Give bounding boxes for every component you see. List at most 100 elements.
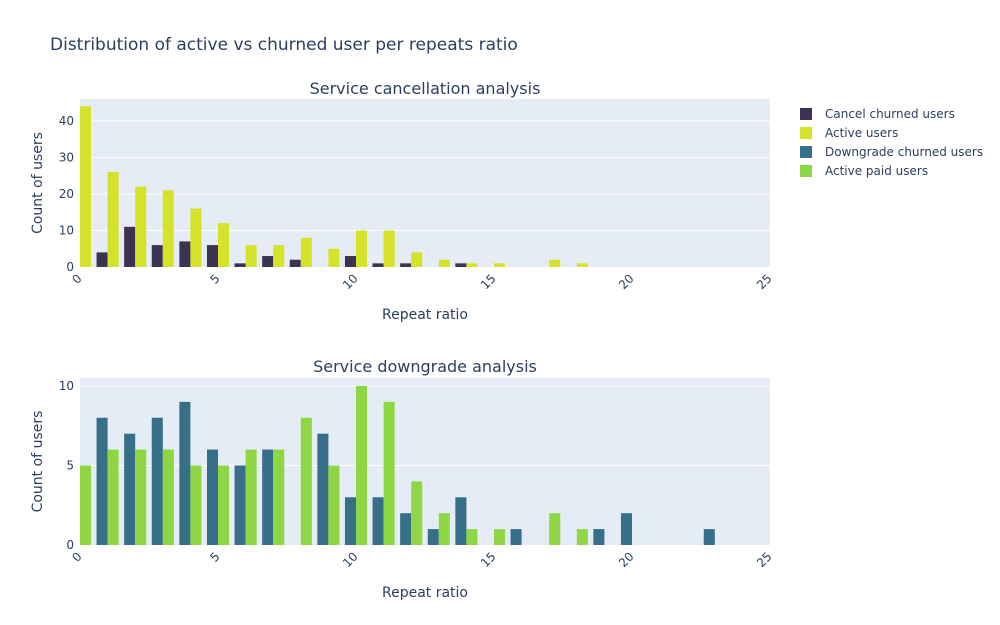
x-tick-label: 25 <box>754 271 775 292</box>
bar[interactable] <box>576 529 588 545</box>
x-tick-label: 20 <box>616 549 637 570</box>
bar[interactable] <box>206 245 218 267</box>
series-downgrade-churned-users <box>96 401 715 545</box>
bar[interactable] <box>135 449 147 545</box>
bar[interactable] <box>328 465 340 545</box>
bar[interactable] <box>234 465 246 545</box>
bar[interactable] <box>300 417 312 545</box>
bar[interactable] <box>383 401 395 545</box>
bar[interactable] <box>300 237 312 267</box>
bar[interactable] <box>218 223 230 267</box>
bar[interactable] <box>438 513 450 545</box>
bar[interactable] <box>494 263 506 267</box>
bar[interactable] <box>179 401 191 545</box>
legend-item[interactable]: Active users <box>800 126 898 140</box>
x-tick-label: 15 <box>478 549 499 570</box>
bar[interactable] <box>135 186 147 267</box>
bar[interactable] <box>273 449 285 545</box>
bar[interactable] <box>593 529 605 545</box>
bar[interactable] <box>372 263 384 267</box>
bar[interactable] <box>438 259 450 267</box>
y-tick-label: 5 <box>66 458 74 472</box>
bar[interactable] <box>466 263 478 267</box>
legend-item[interactable]: Active paid users <box>800 164 928 178</box>
x-tick-label: 25 <box>754 549 775 570</box>
y-tick-label: 40 <box>59 114 74 128</box>
bar[interactable] <box>317 433 329 545</box>
legend-swatch <box>800 127 812 139</box>
legend-label: Cancel churned users <box>825 107 955 121</box>
bar[interactable] <box>356 385 368 545</box>
bar[interactable] <box>190 208 202 267</box>
y-axis-title: Count of users <box>30 411 46 513</box>
subplot-title: Service cancellation analysis <box>310 79 541 98</box>
legend[interactable]: Cancel churned users Active users Downgrad… <box>800 107 983 178</box>
bar[interactable] <box>124 433 136 545</box>
series-active-users <box>80 106 588 267</box>
bar[interactable] <box>124 226 136 267</box>
series-active-paid-users <box>80 385 588 545</box>
series-cancel-churned-users <box>96 226 467 267</box>
bar[interactable] <box>549 259 561 267</box>
bar[interactable] <box>107 449 119 545</box>
bar[interactable] <box>245 449 257 545</box>
bar[interactable] <box>96 417 108 545</box>
bar[interactable] <box>162 449 174 545</box>
bar[interactable] <box>411 481 423 545</box>
subplot-1: 0 10 20 30 40 0 5 10 15 20 25 Service cancellation … <box>30 79 775 323</box>
bar[interactable] <box>96 252 108 267</box>
y-axis-title: Count of users <box>30 132 46 234</box>
x-tick-label: 5 <box>207 271 222 286</box>
x-tick-label: 0 <box>69 549 84 564</box>
bar[interactable] <box>400 263 412 267</box>
bar[interactable] <box>427 529 439 545</box>
bar[interactable] <box>356 230 368 267</box>
bar[interactable] <box>190 465 202 545</box>
legend-swatch <box>800 146 812 158</box>
legend-label: Active paid users <box>825 164 928 178</box>
x-tick-label: 0 <box>69 271 84 286</box>
bar[interactable] <box>620 513 632 545</box>
bar[interactable] <box>234 263 246 267</box>
bar[interactable] <box>703 529 715 545</box>
bar[interactable] <box>576 263 588 267</box>
bar[interactable] <box>151 245 163 267</box>
bar[interactable] <box>549 513 561 545</box>
figure-title: Distribution of active vs churned user p… <box>50 35 518 55</box>
bar[interactable] <box>273 245 285 267</box>
x-axis-title: Repeat ratio <box>382 585 468 601</box>
bar[interactable] <box>262 449 274 545</box>
x-tick-label: 10 <box>340 549 361 570</box>
subplot-title: Service downgrade analysis <box>313 357 537 376</box>
bar[interactable] <box>162 190 174 267</box>
bar[interactable] <box>107 172 119 267</box>
bar[interactable] <box>289 259 301 267</box>
bar[interactable] <box>466 529 478 545</box>
x-tick-label: 10 <box>340 271 361 292</box>
bar[interactable] <box>151 417 163 545</box>
bar[interactable] <box>206 449 218 545</box>
bar[interactable] <box>328 248 340 267</box>
bar[interactable] <box>510 529 522 545</box>
bar[interactable] <box>344 497 356 545</box>
bar[interactable] <box>411 252 423 267</box>
bar[interactable] <box>494 529 506 545</box>
bar[interactable] <box>245 245 257 267</box>
bar[interactable] <box>372 497 384 545</box>
bar[interactable] <box>455 263 467 267</box>
legend-item[interactable]: Downgrade churned users <box>800 145 983 159</box>
bar[interactable] <box>218 465 230 545</box>
bar[interactable] <box>344 256 356 267</box>
bar[interactable] <box>80 465 92 545</box>
legend-item[interactable]: Cancel churned users <box>800 107 955 121</box>
bar[interactable] <box>455 497 467 545</box>
bar[interactable] <box>179 241 191 267</box>
bar[interactable] <box>80 106 92 267</box>
legend-swatch <box>800 108 812 120</box>
bar[interactable] <box>400 513 412 545</box>
bar[interactable] <box>383 230 395 267</box>
bar[interactable] <box>262 256 274 267</box>
x-tick-label: 20 <box>616 271 637 292</box>
y-tick-label: 0 <box>66 260 74 274</box>
